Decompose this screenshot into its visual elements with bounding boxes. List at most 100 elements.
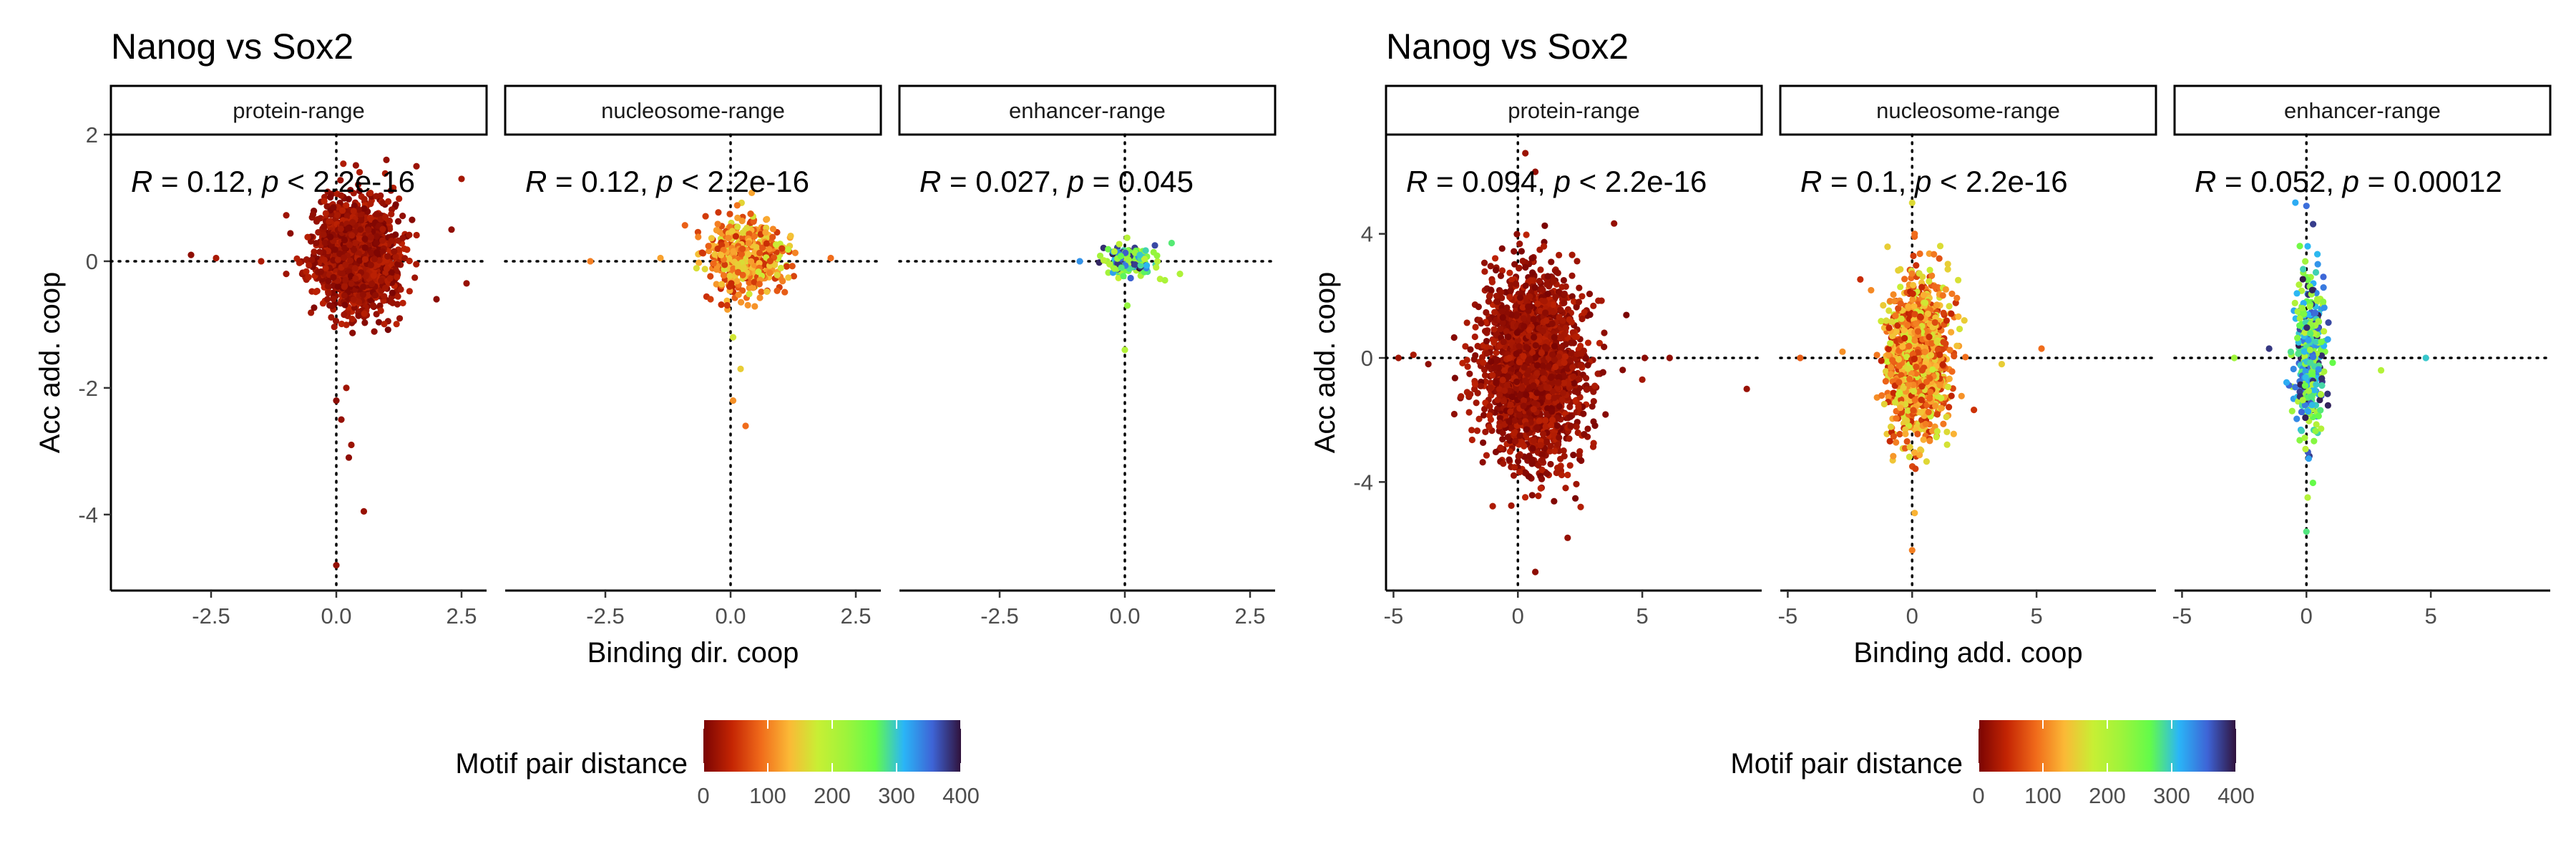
x-tick-label: -2.5 <box>586 603 624 629</box>
data-point <box>311 248 318 256</box>
data-point <box>1106 261 1113 268</box>
data-point <box>433 296 440 303</box>
data-point <box>373 311 380 318</box>
data-point <box>308 309 315 316</box>
data-point <box>1535 492 1542 500</box>
y-tick-label: 0 <box>1361 346 1373 371</box>
data-point <box>1499 319 1506 326</box>
data-point <box>1116 241 1123 248</box>
data-point <box>406 288 413 295</box>
data-point <box>1168 239 1175 247</box>
data-point <box>1511 248 1518 255</box>
data-point <box>384 253 391 260</box>
data-point <box>394 273 401 281</box>
data-point <box>1559 317 1566 324</box>
data-point <box>1516 294 1524 301</box>
data-point <box>766 269 774 276</box>
data-point <box>732 233 739 240</box>
data-point <box>1545 393 1552 400</box>
colorbar-tick-label: 100 <box>749 783 786 808</box>
data-point <box>1525 303 1532 311</box>
data-point <box>705 243 712 250</box>
data-point <box>1493 379 1500 387</box>
data-point <box>1528 456 1536 463</box>
data-point <box>791 249 799 256</box>
data-point <box>1530 316 1537 323</box>
data-point <box>759 244 766 251</box>
data-point <box>1536 417 1543 424</box>
data-point <box>707 296 714 303</box>
data-point <box>391 248 398 255</box>
x-tick-label: 2.5 <box>1234 603 1265 629</box>
data-point <box>779 245 786 252</box>
data-point <box>1564 471 1571 479</box>
data-point <box>696 259 703 266</box>
facet-enhancer-range: enhancer-range-2.5 0.0 2.5R = 0.027, p = 0… <box>898 84 1277 629</box>
data-point <box>384 326 391 334</box>
data-point <box>1463 319 1470 326</box>
data-point <box>394 218 402 225</box>
points <box>1076 234 1184 354</box>
data-point <box>1553 464 1561 472</box>
data-point <box>409 216 416 223</box>
data-point <box>1562 485 1569 492</box>
data-point <box>386 217 394 225</box>
data-point <box>1467 346 1474 353</box>
data-point <box>1558 471 1566 479</box>
data-point <box>744 251 752 258</box>
data-point <box>322 210 329 217</box>
data-point <box>1561 290 1568 298</box>
y-tick-label: 4 <box>1361 222 1373 247</box>
data-point <box>330 296 337 303</box>
data-point <box>1537 485 1544 492</box>
data-point <box>1553 422 1561 430</box>
data-point <box>330 204 337 211</box>
annotation-value: = 0.12, <box>547 165 656 198</box>
data-point <box>1486 412 1493 419</box>
data-point <box>1516 392 1523 399</box>
facet-strip-label: protein-range <box>233 98 364 123</box>
data-point <box>413 261 420 268</box>
data-point <box>1541 243 1548 250</box>
data-point <box>787 232 794 240</box>
data-point <box>349 329 356 336</box>
data-point <box>1533 361 1541 369</box>
y-tick-label: -2 <box>78 376 98 401</box>
data-point <box>730 265 737 272</box>
data-point <box>1641 354 1649 361</box>
data-point <box>763 215 771 223</box>
data-point <box>1553 469 1560 477</box>
colorbar-tick-label: 0 <box>697 783 709 808</box>
data-point <box>1572 495 1579 502</box>
data-point <box>362 273 369 280</box>
data-point <box>1537 442 1544 449</box>
data-point <box>1623 311 1630 319</box>
y-tick-label: -4 <box>1353 470 1373 495</box>
data-point <box>404 246 411 253</box>
data-point <box>338 192 345 199</box>
data-point <box>327 233 334 241</box>
data-point <box>374 249 381 256</box>
data-point <box>1512 437 1519 445</box>
x-axis-label: Binding dir. coop <box>587 637 799 669</box>
data-point <box>1507 424 1515 432</box>
data-point <box>385 198 392 205</box>
data-point <box>355 181 362 188</box>
data-point <box>777 264 784 272</box>
correlation-annotation: R = 0.12, p < 2.2e-16 <box>131 165 415 198</box>
data-point <box>681 222 688 229</box>
data-point <box>1478 320 1485 327</box>
data-point <box>737 299 745 306</box>
data-point <box>1496 423 1503 430</box>
data-point <box>306 262 313 269</box>
data-point <box>1536 278 1543 285</box>
data-point <box>1544 398 1552 405</box>
data-point <box>1547 460 1554 468</box>
data-point <box>334 256 342 263</box>
data-point <box>413 231 420 239</box>
data-point <box>1557 306 1564 314</box>
data-point <box>779 278 786 285</box>
data-point <box>394 293 401 300</box>
facet-nucleosome-range: nucleosome-range-2.5 0.0 2.5R = 0.12, p < … <box>504 84 882 629</box>
data-point <box>1619 367 1626 374</box>
